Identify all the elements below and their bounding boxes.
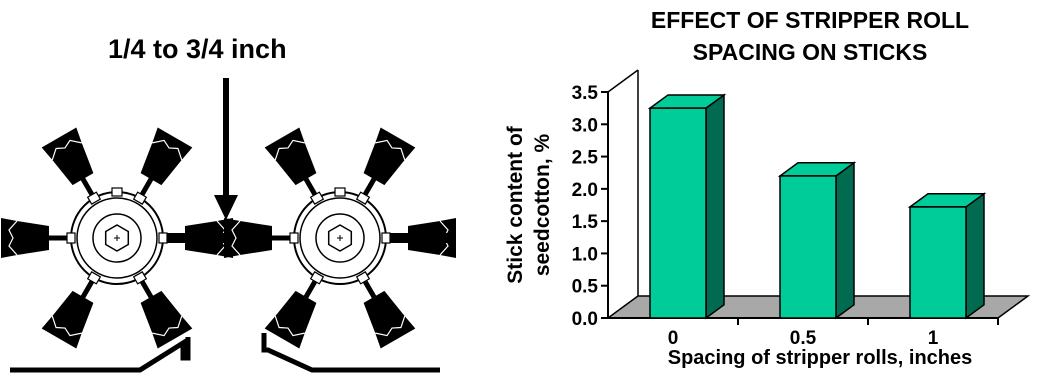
y-tick-label: 2.5 xyxy=(572,148,599,169)
y-tick-label: 3.5 xyxy=(572,83,599,104)
x-tick-label: 1 xyxy=(928,328,939,349)
x-tick-label: 0.5 xyxy=(790,328,817,349)
bar-chart: 0.0 0.5 1.0 1.5 2.0 2.5 3.0 3.5 0 0.5 1 Stick cont… xyxy=(504,69,1031,369)
left-stripper-roll xyxy=(1,128,233,349)
bar-1 xyxy=(907,192,987,320)
y-axis-title-line-1: Stick content of xyxy=(504,125,527,284)
roll-spacing-label: 1/4 to 3/4 inch xyxy=(108,34,287,64)
y-axis-title-line-2: seedcotton, % xyxy=(531,133,554,276)
y-tick-label: 1.5 xyxy=(572,212,599,233)
y-tick-label: 1.0 xyxy=(572,244,598,265)
bar-front xyxy=(909,206,967,319)
bar-side xyxy=(705,93,725,320)
right-stripper-roll xyxy=(224,128,456,349)
y-tick-label: 2.0 xyxy=(572,180,598,201)
y-tick-label: 0.5 xyxy=(572,277,599,298)
bar-front xyxy=(649,107,707,319)
chart-title-line-1: EFFECT OF STRIPPER ROLL xyxy=(650,7,970,33)
left-guide-plate xyxy=(10,337,191,373)
chart-title-line-2: SPACING ON STICKS xyxy=(692,39,928,65)
right-guide-plate xyxy=(261,333,440,373)
bar-side xyxy=(965,192,985,320)
y-axis-top-edge xyxy=(607,69,639,93)
bar-0 xyxy=(647,93,727,320)
bar-0.5 xyxy=(777,161,857,320)
x-axis-title: Spacing of stripper rolls, inches xyxy=(668,347,973,369)
bar-front xyxy=(779,175,837,319)
spacing-arrow xyxy=(214,78,238,220)
y-tick-label: 3.0 xyxy=(572,115,598,136)
bar-side xyxy=(835,161,855,320)
x-tick-label: 0 xyxy=(668,328,679,349)
y-tick-label: 0.0 xyxy=(572,309,598,330)
